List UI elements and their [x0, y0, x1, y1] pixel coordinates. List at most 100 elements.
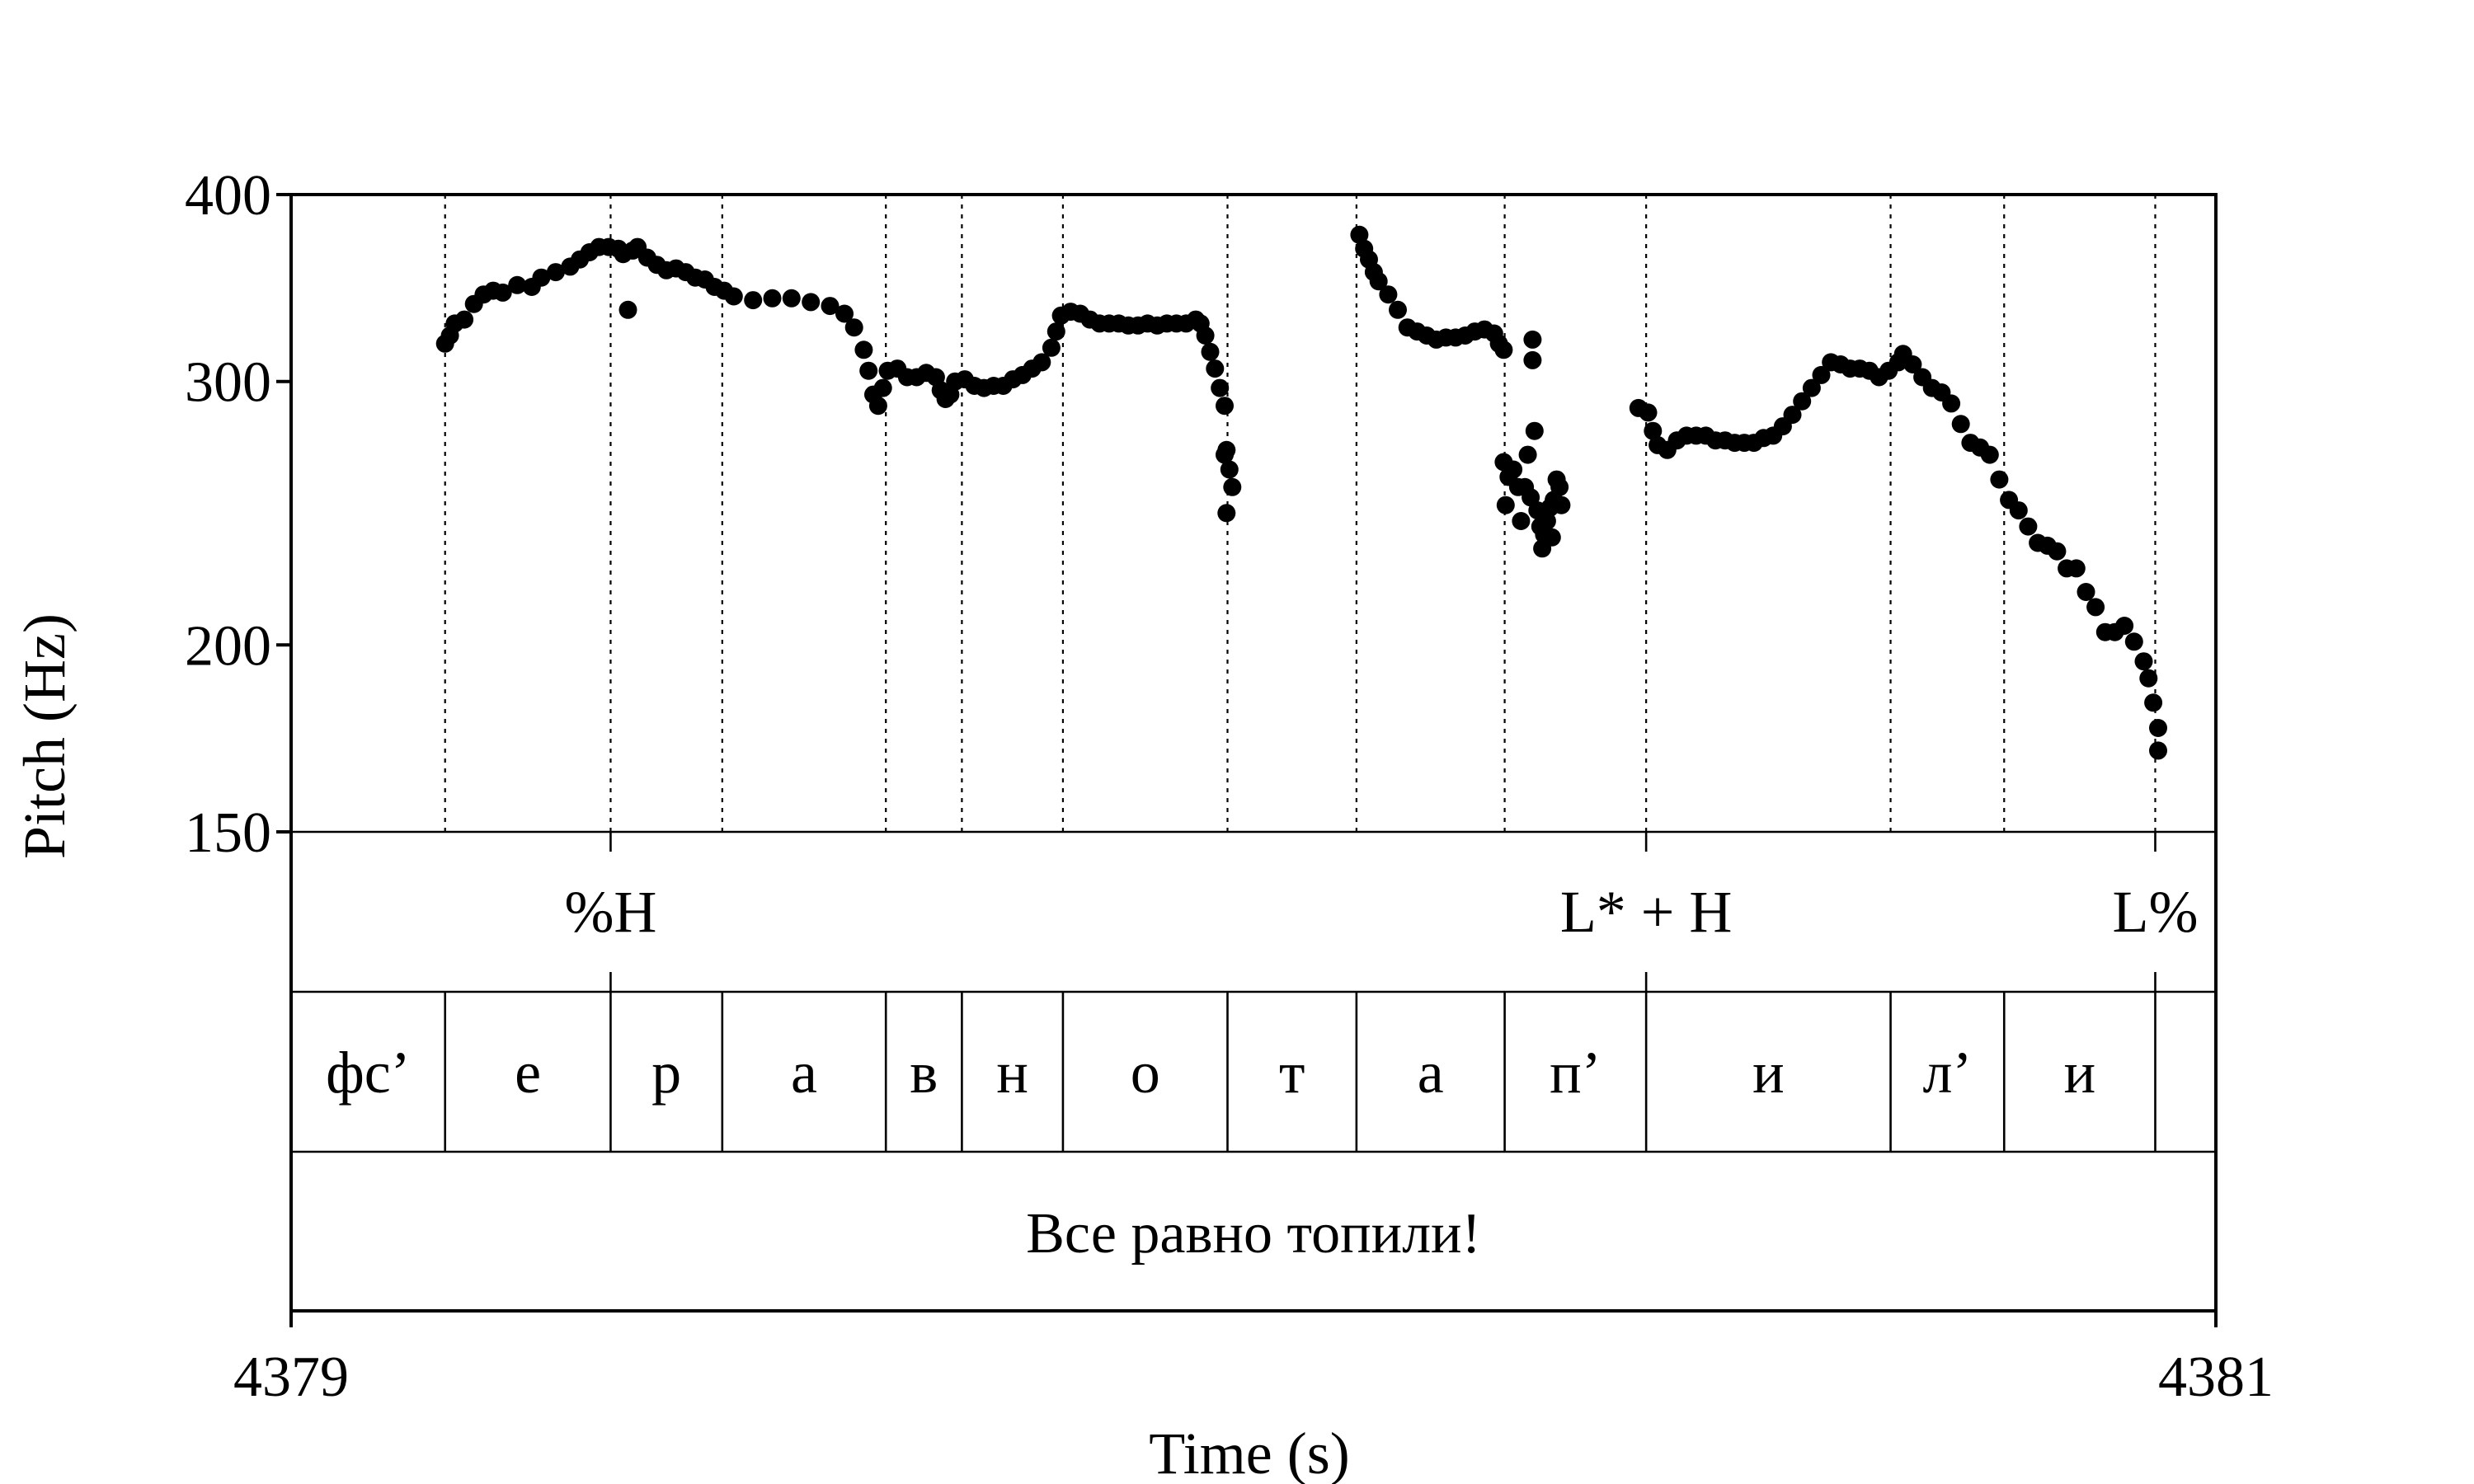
pitch-point	[1512, 512, 1531, 530]
pitch-point	[1552, 495, 1571, 514]
pitch-point	[1216, 445, 1234, 464]
pitch-point	[1802, 378, 1821, 397]
pitch-point	[1812, 365, 1831, 384]
pitch-point	[1042, 338, 1061, 357]
pitch-point	[1903, 355, 1922, 373]
pitch-point	[618, 300, 637, 319]
segment-label: л’	[1922, 1040, 1972, 1106]
pitch-point	[1525, 421, 1544, 440]
annotation-tiers: %H L* + H L% фс’ е р а в н о т а п’ и л’ и Все равно топ…	[291, 830, 2216, 1266]
pitch-point	[821, 297, 840, 316]
pitch-point	[854, 340, 873, 359]
pitch-point	[1951, 415, 1970, 434]
pitch-point	[1496, 495, 1515, 514]
pitch-point	[2009, 501, 2028, 520]
y-tick-label: 400	[185, 164, 271, 228]
plot-frame	[289, 193, 2218, 1313]
pitch-point	[1217, 504, 1236, 523]
pitch-point	[1639, 403, 1658, 422]
x-axis-title: Time (s)	[1149, 1421, 1349, 1484]
pitch-point	[763, 289, 782, 308]
segment-label: фс’	[326, 1040, 411, 1106]
tone-label: L* + H	[1560, 879, 1733, 945]
segment-label: в	[910, 1040, 938, 1106]
pitch-point	[1216, 397, 1234, 416]
pitch-point	[1223, 477, 1242, 496]
pitch-point	[844, 318, 863, 337]
y-axis-title: Pitch (Hz)	[12, 613, 78, 859]
pitch-point	[782, 289, 801, 308]
pitch-point	[2067, 559, 2086, 578]
tone-label: L%	[2112, 879, 2198, 945]
pitch-point	[1523, 330, 1542, 349]
pitch-point	[532, 268, 551, 287]
pitch-point	[1783, 406, 1802, 425]
pitch-point	[1206, 359, 1225, 378]
tone-label: %H	[564, 879, 656, 945]
pitch-point	[1032, 353, 1051, 372]
pitch-point	[2048, 542, 2067, 561]
pitch-point	[493, 283, 512, 302]
y-tick-label: 150	[185, 801, 271, 865]
pitch-point	[873, 378, 892, 397]
segment-label: т	[1279, 1040, 1305, 1106]
pitch-point	[1494, 340, 1513, 359]
x-tick-label: 4381	[2158, 1345, 2274, 1409]
segment-label: а	[1418, 1040, 1444, 1106]
pitch-point	[1389, 300, 1407, 319]
boundary-guides	[444, 195, 2157, 832]
y-tick-label: 300	[185, 351, 271, 415]
pitch-point	[724, 287, 743, 306]
segment-label: р	[651, 1040, 681, 1106]
pitch-point	[1211, 378, 1230, 397]
pitch-point	[2124, 632, 2143, 651]
pitch-point	[1518, 445, 1537, 464]
pitch-point	[1990, 470, 2009, 489]
pitch-point	[1523, 350, 1542, 369]
pitch-point	[455, 310, 474, 329]
pitch-points	[435, 225, 2167, 760]
pitch-point	[1201, 342, 1220, 361]
pitch-point	[2144, 693, 2163, 712]
x-tick-label: 4379	[233, 1345, 349, 1409]
pitch-point	[802, 293, 821, 312]
segment-label: и	[2064, 1040, 2096, 1106]
pitch-point	[1550, 477, 1569, 496]
pitch-point	[1504, 460, 1523, 479]
pitch-point	[1369, 272, 1388, 291]
pitch-point	[1220, 460, 1239, 479]
pitch-point	[1644, 421, 1663, 440]
segment-label: н	[996, 1040, 1028, 1106]
pitch-point	[835, 304, 854, 323]
pitch-point	[2019, 517, 2038, 536]
pitch-point	[1379, 285, 1398, 304]
pitch-point	[1047, 322, 1065, 341]
pitch-point	[1980, 445, 1999, 464]
segment-label: п’	[1550, 1040, 1602, 1106]
segment-label: и	[1752, 1040, 1785, 1106]
pitch-point	[2086, 598, 2105, 617]
pitch-point	[1542, 528, 1561, 547]
pitch-point	[1196, 326, 1215, 345]
pitch-point	[1350, 225, 1369, 244]
pitch-point	[744, 291, 763, 310]
chart-frame	[289, 193, 2218, 1313]
pitch-point	[1793, 392, 1812, 411]
pitch-point	[2115, 617, 2134, 635]
pitch-point	[2139, 669, 2158, 688]
pitch-point	[508, 275, 527, 294]
sentence-label: Все равно топили!	[1026, 1202, 1481, 1266]
axis-ticks: 150 200 300 400 4379 4381	[185, 164, 2274, 1409]
segment-label: а	[791, 1040, 817, 1106]
segment-label: е	[515, 1040, 541, 1106]
pitch-point	[546, 263, 565, 282]
pitch-point	[2149, 719, 2167, 737]
segment-label: о	[1131, 1040, 1160, 1106]
y-tick-label: 200	[185, 614, 271, 678]
pitch-point	[1942, 394, 1961, 413]
pitch-point	[2149, 741, 2167, 760]
pitch-point	[868, 397, 887, 416]
pitch-point	[859, 361, 878, 380]
pitch-point	[2134, 652, 2153, 671]
